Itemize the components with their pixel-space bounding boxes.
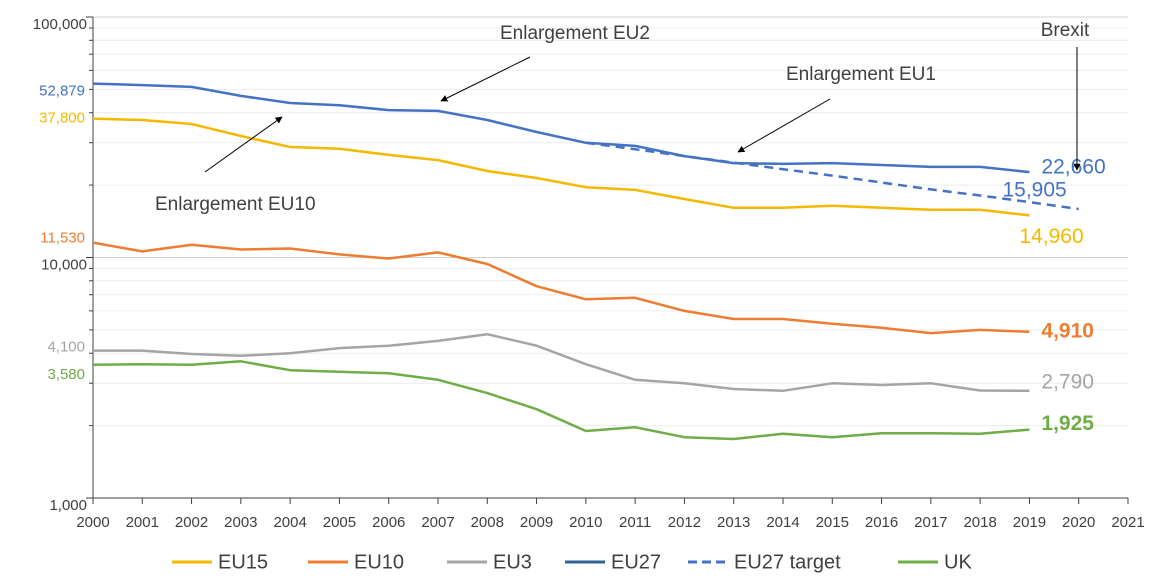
end-value-label: 2,790 (1041, 370, 1094, 393)
end-value-label: 15,905 (1002, 179, 1066, 202)
x-tick-label: 2005 (323, 514, 356, 531)
legend-label: UK (944, 551, 972, 573)
annotation-arrow (204, 116, 283, 173)
y-tick-label: 10,000 (41, 256, 87, 273)
annotation: Enlargement EU2 (500, 23, 650, 44)
end-value-label: 22,660 (1041, 156, 1105, 179)
legend-label: EU15 (218, 551, 268, 573)
x-tick-label: 2017 (914, 514, 947, 531)
annotation-arrow (440, 56, 531, 102)
x-tick-label: 2000 (76, 514, 109, 531)
x-tick-label: 2011 (619, 514, 651, 531)
x-tick-label: 2001 (126, 514, 159, 531)
x-tick-label: 2004 (273, 514, 306, 531)
x-tick-label: 2016 (865, 514, 898, 531)
start-value-label: 4,100 (47, 339, 85, 356)
end-value-label: 14,960 (1019, 225, 1083, 248)
x-tick-label: 2021 (1111, 514, 1144, 531)
x-tick-label: 2018 (963, 514, 996, 531)
legend-label: EU10 (354, 551, 404, 573)
series-line (92, 360, 1030, 441)
x-tick-label: 2009 (520, 514, 553, 531)
x-tick-label: 2003 (224, 514, 257, 531)
start-value-label: 37,800 (39, 110, 85, 127)
y-tick-label: 100,000 (33, 16, 87, 33)
legend-label: EU3 (493, 551, 532, 573)
x-tick-label: 2014 (766, 514, 799, 531)
x-tick-label: 2006 (372, 514, 405, 531)
legend-label: EU27 target (734, 551, 841, 573)
annotation-arrow (737, 98, 831, 153)
series-line (585, 141, 1079, 211)
x-tick-label: 2013 (717, 514, 750, 531)
start-value-label: 3,580 (47, 366, 85, 383)
series-line (92, 117, 1030, 217)
x-tick-label: 2008 (471, 514, 504, 531)
start-value-label: 52,879 (39, 83, 85, 100)
series-line (92, 241, 1030, 335)
end-value-label: 1,925 (1041, 412, 1094, 435)
x-tick-label: 2015 (816, 514, 849, 531)
x-tick-label: 2020 (1062, 514, 1095, 531)
legend-label: EU27 (611, 551, 661, 573)
annotation: Brexit (1041, 20, 1090, 41)
y-tick-label: 1,000 (49, 497, 87, 514)
x-tick-label: 2002 (175, 514, 208, 531)
x-tick-label: 2019 (1013, 514, 1046, 531)
annotation: Enlargement EU1 (786, 64, 936, 85)
start-value-label: 11,530 (40, 230, 85, 247)
annotation: Enlargement EU10 (155, 194, 316, 215)
x-tick-label: 2012 (668, 514, 701, 531)
series-line (92, 82, 1030, 174)
x-tick-label: 2010 (569, 514, 602, 531)
end-value-label: 4,910 (1041, 319, 1094, 342)
x-tick-label: 2007 (421, 514, 454, 531)
series-line (93, 332, 1030, 393)
